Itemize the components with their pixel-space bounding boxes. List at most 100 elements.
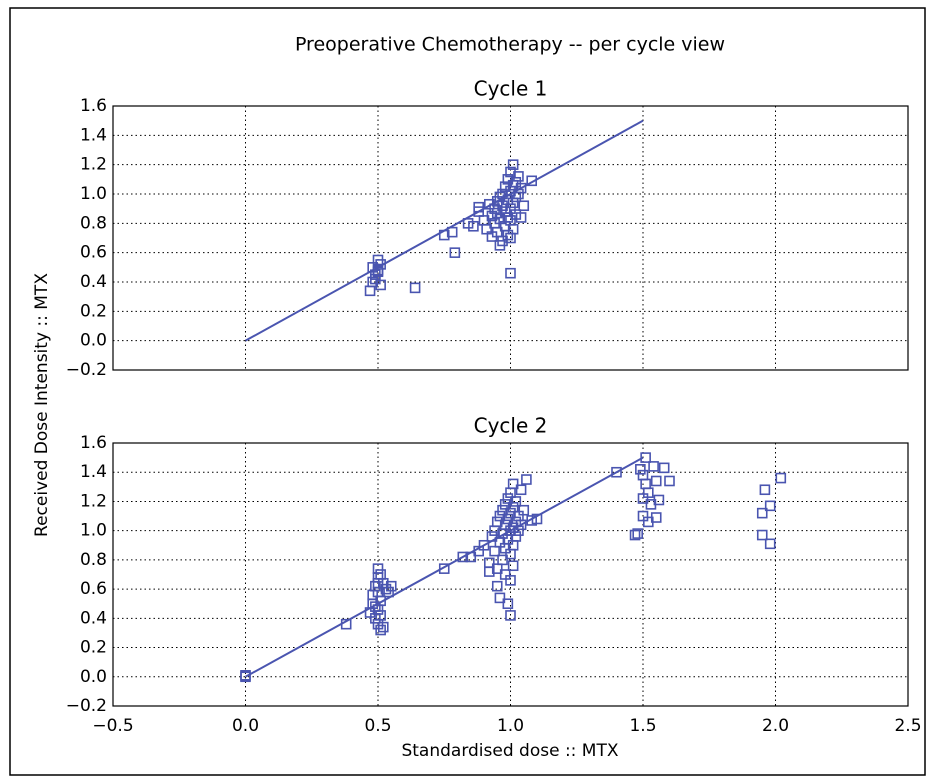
y-tick-label: 0.2 bbox=[80, 301, 107, 321]
scatter-point bbox=[502, 513, 514, 525]
y-tick-label: 0.6 bbox=[80, 579, 107, 599]
scatter-point bbox=[764, 500, 776, 512]
scatter-point bbox=[505, 267, 516, 279]
y-tick-label: 0.4 bbox=[80, 608, 107, 628]
subplot-title: Cycle 2 bbox=[474, 414, 548, 438]
scatter-point bbox=[502, 212, 514, 223]
scatter-point bbox=[377, 621, 389, 633]
scatter-point bbox=[764, 538, 776, 550]
scatter-point bbox=[497, 554, 508, 566]
y-tick-label: 1.0 bbox=[80, 184, 107, 204]
scatter-point bbox=[494, 240, 506, 251]
scatter-point bbox=[510, 496, 522, 507]
y-tick-label: 0.0 bbox=[80, 331, 107, 351]
scatter-point bbox=[491, 580, 503, 592]
subplot-title: Cycle 1 bbox=[474, 77, 548, 101]
scatter-point bbox=[658, 462, 670, 474]
figure-title: Preoperative Chemotherapy -- per cycle v… bbox=[295, 34, 725, 56]
reference-line bbox=[245, 456, 644, 678]
scatter-point bbox=[483, 566, 495, 577]
y-tick-label: 1.2 bbox=[80, 155, 107, 175]
scatter-point bbox=[650, 475, 662, 487]
x-tick-label: 2.0 bbox=[762, 716, 789, 736]
scatter-point bbox=[375, 610, 386, 621]
y-tick-label: −0.2 bbox=[66, 360, 107, 380]
axes-frame bbox=[112, 105, 909, 371]
scatter-point bbox=[375, 279, 386, 291]
scatter-point bbox=[385, 580, 397, 592]
scatter-point bbox=[446, 226, 458, 238]
scatter-point bbox=[478, 539, 490, 551]
scatter-point bbox=[515, 484, 527, 496]
scatter-point bbox=[635, 463, 646, 475]
scatter-point bbox=[650, 512, 662, 523]
y-tick-label: 1.2 bbox=[80, 491, 107, 511]
x-axis-label: Standardised dose :: MTX bbox=[401, 741, 618, 761]
scatter-point bbox=[491, 516, 503, 528]
scatter-point bbox=[505, 575, 516, 586]
scatter-point bbox=[521, 474, 532, 485]
x-tick-label: 1.0 bbox=[497, 716, 524, 736]
scatter-point bbox=[518, 200, 530, 212]
scatter-point bbox=[502, 598, 514, 610]
scatter-point bbox=[502, 174, 514, 185]
x-tick-label: 0.0 bbox=[232, 716, 259, 736]
scatter-point bbox=[629, 529, 641, 541]
x-tick-label: 2.5 bbox=[894, 716, 921, 736]
scatter-point bbox=[515, 182, 527, 194]
scatter-point bbox=[507, 159, 519, 170]
y-tick-label: 0.8 bbox=[80, 213, 107, 233]
scatter-point bbox=[494, 213, 506, 225]
scatter-point bbox=[383, 586, 394, 598]
scatter-point bbox=[497, 200, 508, 212]
y-tick-label: 1.4 bbox=[80, 125, 107, 145]
y-tick-label: 0.2 bbox=[80, 638, 107, 658]
scatter-point bbox=[611, 466, 622, 478]
scatter-point bbox=[515, 212, 527, 223]
scatter-point bbox=[756, 507, 768, 519]
scatter-point bbox=[510, 531, 522, 542]
scatter-point bbox=[775, 472, 787, 484]
y-tick-label: 1.6 bbox=[80, 96, 107, 116]
scatter-point bbox=[507, 223, 519, 235]
y-tick-label: 0.6 bbox=[80, 243, 107, 263]
axes-frame bbox=[112, 442, 909, 707]
scatter-point bbox=[756, 529, 768, 541]
scatter-point bbox=[642, 487, 654, 498]
scatter-point bbox=[507, 478, 519, 490]
y-tick-label: 1.0 bbox=[80, 521, 107, 541]
scatter-point bbox=[375, 624, 386, 636]
y-tick-label: 0.8 bbox=[80, 550, 107, 570]
scatter-point bbox=[653, 494, 665, 506]
scatter-point bbox=[497, 504, 508, 516]
scatter-point bbox=[372, 577, 384, 589]
scatter-point bbox=[664, 475, 675, 487]
y-tick-label: 1.6 bbox=[80, 433, 107, 453]
scatter-point bbox=[632, 528, 644, 539]
scatter-point bbox=[494, 592, 506, 604]
scatter-point bbox=[457, 551, 469, 563]
scatter-point bbox=[505, 610, 516, 621]
x-tick-label: −0.5 bbox=[92, 716, 133, 736]
figure-frame bbox=[9, 7, 926, 776]
scatter-point bbox=[502, 493, 514, 504]
y-tick-label: 0.0 bbox=[80, 667, 107, 687]
scatter-point bbox=[409, 282, 421, 294]
x-tick-label: 1.5 bbox=[629, 716, 656, 736]
scatter-point bbox=[515, 519, 527, 531]
y-tick-label: 1.4 bbox=[80, 462, 107, 482]
scatter-point bbox=[494, 510, 506, 522]
x-tick-label: 0.5 bbox=[364, 716, 391, 736]
scatter-point bbox=[502, 229, 514, 241]
scatter-point bbox=[367, 276, 379, 288]
scatter-point bbox=[648, 461, 659, 472]
scatter-point bbox=[481, 223, 492, 235]
scatter-point bbox=[372, 254, 384, 266]
scatter-point bbox=[513, 171, 524, 182]
scatter-point bbox=[759, 484, 771, 496]
reference-line bbox=[245, 119, 644, 342]
scatter-point bbox=[449, 247, 461, 258]
y-tick-label: 0.4 bbox=[80, 272, 107, 292]
scatter-point bbox=[468, 220, 479, 232]
